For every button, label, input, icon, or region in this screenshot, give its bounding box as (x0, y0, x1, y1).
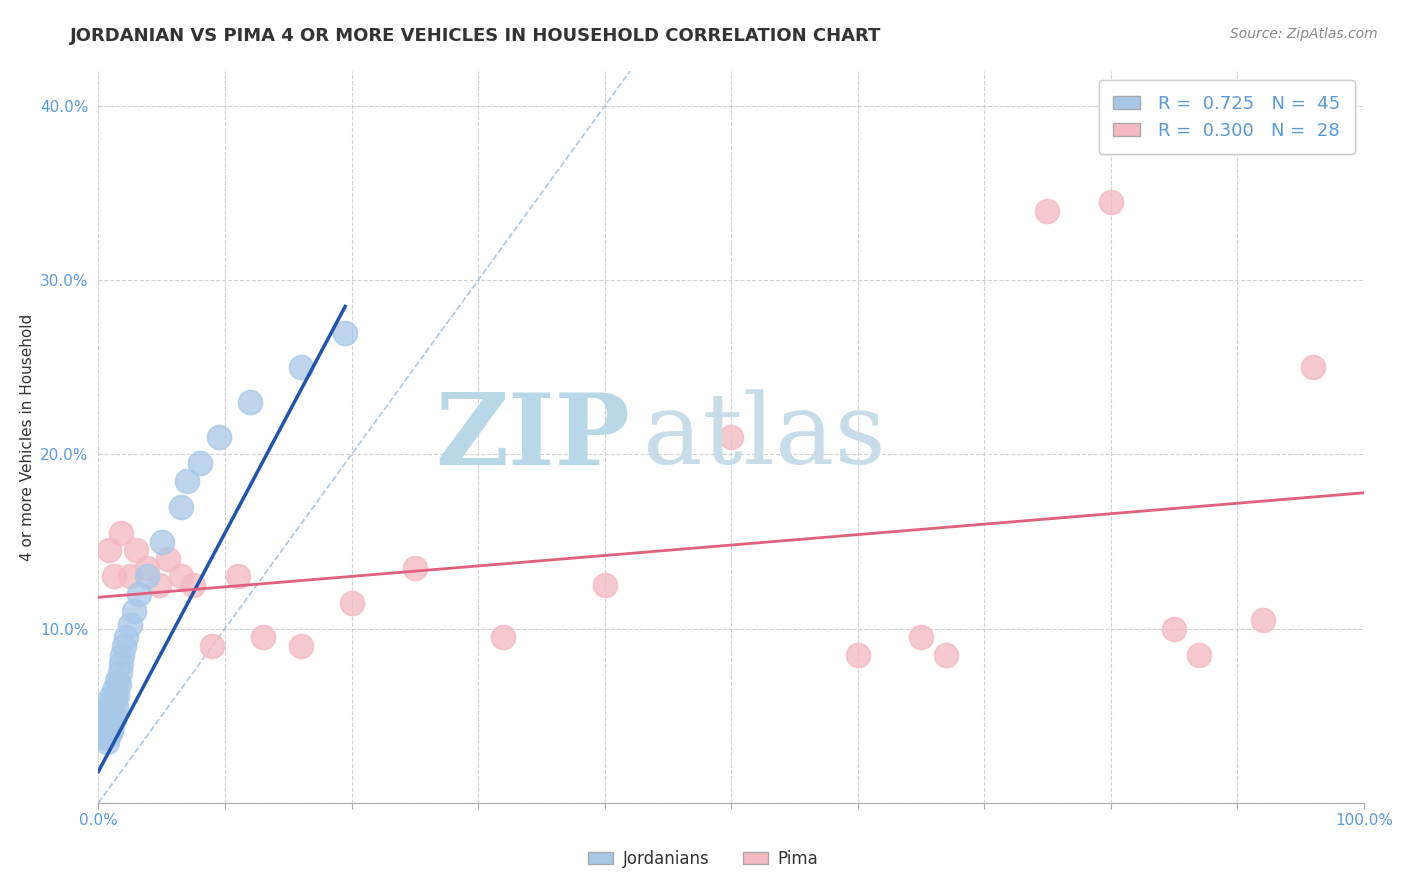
Point (110, 657, 132, 671)
Point (335, 326, 357, 340)
Legend: Jordanians, Pima: Jordanians, Pima (581, 844, 825, 875)
Text: JORDANIAN VS PIMA 4 OR MORE VEHICLES IN HOUSEHOLD CORRELATION CHART: JORDANIAN VS PIMA 4 OR MORE VEHICLES IN … (70, 27, 882, 45)
Point (112, 639, 135, 653)
Point (101, 717, 124, 731)
Point (93, 717, 117, 731)
Point (252, 631, 274, 645)
Point (135, 569, 157, 583)
Point (104, 691, 127, 706)
Point (148, 578, 170, 592)
Point (1099, 194, 1122, 209)
Point (910, 631, 932, 645)
Point (1036, 203, 1059, 218)
Point (1302, 360, 1324, 375)
Point (101, 700, 124, 714)
Point (98, 691, 121, 706)
Text: atlas: atlas (643, 389, 886, 485)
Point (290, 639, 312, 653)
Point (96, 717, 118, 731)
Legend: R =  0.725   N =  45, R =  0.300   N =  28: R = 0.725 N = 45, R = 0.300 N = 28 (1098, 80, 1355, 154)
Point (111, 648, 134, 662)
Point (105, 700, 128, 714)
Point (100, 723, 122, 737)
Point (93, 723, 117, 737)
Point (120, 569, 141, 583)
Point (97, 543, 120, 558)
Point (97, 700, 120, 714)
Point (846, 648, 869, 662)
Text: Source: ZipAtlas.com: Source: ZipAtlas.com (1230, 27, 1378, 41)
Point (128, 587, 150, 601)
Point (208, 430, 231, 444)
Point (94, 730, 117, 744)
Point (94, 708, 117, 723)
Point (239, 395, 262, 409)
Text: ZIP: ZIP (434, 389, 630, 485)
Point (108, 665, 131, 680)
Point (103, 682, 125, 697)
Point (103, 712, 125, 726)
Point (1163, 622, 1185, 636)
Point (169, 500, 191, 514)
Point (100, 708, 122, 723)
Point (107, 688, 129, 702)
Point (404, 560, 426, 574)
Point (157, 552, 180, 566)
Point (107, 677, 129, 691)
Point (97, 712, 120, 726)
Point (226, 569, 249, 583)
Point (201, 639, 224, 653)
Point (125, 543, 148, 558)
Point (104, 708, 127, 723)
Point (1251, 613, 1274, 627)
Point (183, 578, 205, 592)
Point (1188, 648, 1211, 662)
Point (103, 569, 125, 583)
Point (91, 726, 114, 740)
Point (935, 648, 957, 662)
Point (98, 705, 121, 719)
Point (135, 560, 157, 574)
Point (93, 730, 115, 744)
Point (340, 595, 363, 609)
Y-axis label: 4 or more Vehicles in Household: 4 or more Vehicles in Household (20, 313, 35, 561)
Point (97, 723, 120, 737)
Point (720, 430, 742, 444)
Point (169, 569, 191, 583)
Point (290, 360, 312, 375)
Point (120, 618, 141, 632)
Point (115, 631, 138, 645)
Point (96, 726, 118, 740)
Point (107, 673, 129, 688)
Point (176, 474, 198, 488)
Point (110, 525, 132, 540)
Point (98, 726, 121, 740)
Point (188, 456, 211, 470)
Point (593, 578, 616, 592)
Point (100, 695, 122, 709)
Point (96, 735, 118, 749)
Point (492, 631, 515, 645)
Point (150, 534, 173, 549)
Point (122, 604, 145, 618)
